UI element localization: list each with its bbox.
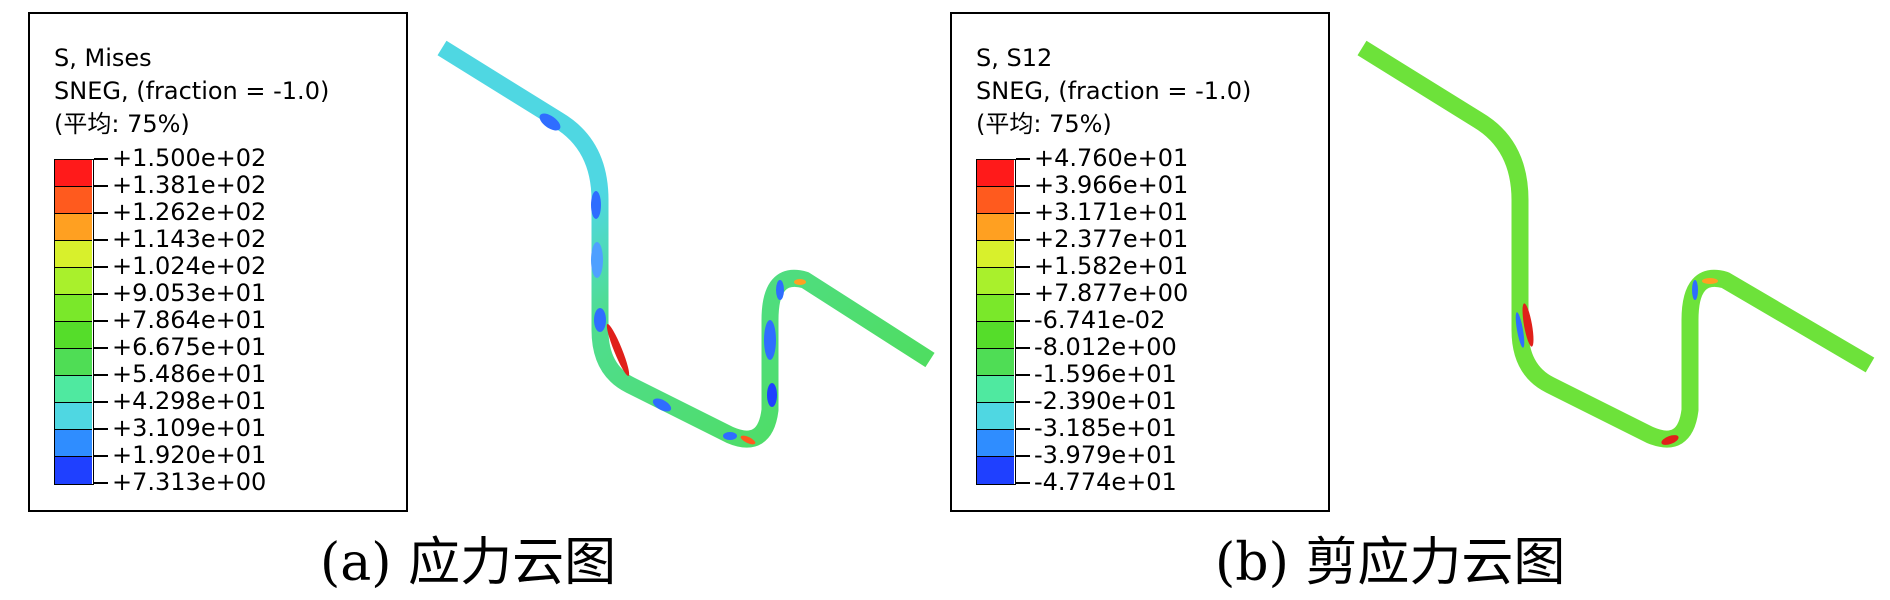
- legend-average: (平均: 75%): [54, 110, 190, 138]
- low-stress-patch: [652, 398, 672, 412]
- legend-swatch: [977, 268, 1014, 295]
- legend-title: S, Mises: [54, 44, 152, 72]
- tick-label: -6.741e-02: [1016, 307, 1188, 334]
- legend-swatch: [977, 322, 1014, 349]
- legend-subtitle: SNEG, (fraction = -1.0): [54, 77, 330, 105]
- legend-swatch: [977, 214, 1014, 241]
- tick-label: -2.390e+01: [1016, 388, 1188, 415]
- legend-mises: S, Mises SNEG, (fraction = -1.0) (平均: 75%)…: [28, 12, 408, 512]
- legend-swatch: [977, 187, 1014, 214]
- tick-label: +3.109e+01: [94, 415, 266, 442]
- tick-label: +3.171e+01: [1016, 199, 1188, 226]
- low-stress-patch: [539, 113, 561, 131]
- high-stress-hotspot: [740, 435, 756, 445]
- low-stress-patch: [723, 432, 737, 440]
- caption-stress: (a) 应力云图: [320, 533, 617, 593]
- high-stress-hotspot: [606, 323, 630, 377]
- tick-label: +4.760e+01: [1016, 145, 1188, 172]
- tick-label: +7.313e+00: [94, 469, 266, 496]
- legend-swatch: [977, 295, 1014, 322]
- tick-label: +3.966e+01: [1016, 172, 1188, 199]
- tick-label: +1.500e+02: [94, 145, 266, 172]
- low-stress-patch: [764, 320, 776, 360]
- s12-contour-image: [1357, 40, 1875, 448]
- legend-swatch: [55, 376, 92, 403]
- color-bar: [54, 159, 94, 485]
- pipe-shape: [437, 40, 935, 448]
- legend-swatch: [55, 322, 92, 349]
- low-stress-patch: [767, 383, 777, 407]
- legend-swatch: [55, 295, 92, 322]
- high-stress-hotspot: [794, 279, 806, 285]
- tick-label: +1.381e+02: [94, 172, 266, 199]
- tick-label: -4.774e+01: [1016, 469, 1188, 496]
- tick-label: +1.262e+02: [94, 199, 266, 226]
- tick-label: +1.024e+02: [94, 253, 266, 280]
- tick-label: -1.596e+01: [1016, 361, 1188, 388]
- legend-subtitle: SNEG, (fraction = -1.0): [976, 77, 1252, 105]
- tick-label: -3.979e+01: [1016, 442, 1188, 469]
- legend-swatch: [977, 403, 1014, 430]
- legend-swatch: [55, 457, 92, 484]
- legend-swatch: [977, 160, 1014, 187]
- tick-label: -8.012e+00: [1016, 334, 1188, 361]
- tick-label: +1.920e+01: [94, 442, 266, 469]
- legend-swatch: [55, 160, 92, 187]
- legend-average: (平均: 75%): [976, 110, 1112, 138]
- low-stress-patch: [591, 242, 603, 278]
- shear-hotspot: [1515, 312, 1525, 348]
- tick-label: +9.053e+01: [94, 280, 266, 307]
- tick-label: +1.143e+02: [94, 226, 266, 253]
- caption-shear: (b) 剪应力云图: [1215, 533, 1566, 593]
- legend-swatch: [55, 187, 92, 214]
- tick-label: -3.185e+01: [1016, 415, 1188, 442]
- tick-labels: +4.760e+01 +3.966e+01 +3.171e+01 +2.377e+01…: [1016, 145, 1188, 496]
- legend-swatch: [55, 241, 92, 268]
- legend-swatch: [977, 430, 1014, 457]
- legend-swatch: [55, 268, 92, 295]
- legend-swatch: [55, 430, 92, 457]
- legend-s12: S, S12 SNEG, (fraction = -1.0) (平均: 75%) +…: [950, 12, 1330, 512]
- shear-hotspot: [1522, 303, 1534, 347]
- tick-label: +5.486e+01: [94, 361, 266, 388]
- legend-swatch: [977, 457, 1014, 484]
- legend-header: S, S12 SNEG, (fraction = -1.0) (平均: 75%): [976, 42, 1251, 141]
- shear-hotspot: [1692, 280, 1698, 300]
- low-stress-patch: [776, 280, 784, 300]
- legend-swatch: [55, 214, 92, 241]
- low-stress-patch: [591, 191, 601, 219]
- tick-label: +2.377e+01: [1016, 226, 1188, 253]
- low-stress-patch: [594, 308, 606, 332]
- legend-swatch: [977, 241, 1014, 268]
- shear-hotspot: [1661, 435, 1679, 445]
- tick-label: +7.877e+00: [1016, 280, 1188, 307]
- tick-labels: +1.500e+02 +1.381e+02 +1.262e+02 +1.143e+02…: [94, 145, 266, 496]
- legend-swatch: [55, 349, 92, 376]
- legend-swatch: [977, 376, 1014, 403]
- legend-header: S, Mises SNEG, (fraction = -1.0) (平均: 75%): [54, 42, 329, 141]
- tick-label: +4.298e+01: [94, 388, 266, 415]
- color-bar: [976, 159, 1016, 485]
- tick-label: +1.582e+01: [1016, 253, 1188, 280]
- tick-label: +6.675e+01: [94, 334, 266, 361]
- legend-swatch: [55, 403, 92, 430]
- shear-hotspot: [1702, 278, 1718, 284]
- pipe-shape: [1357, 40, 1875, 448]
- mises-contour-image: [437, 40, 935, 448]
- legend-swatch: [977, 349, 1014, 376]
- legend-title: S, S12: [976, 44, 1053, 72]
- tick-label: +7.864e+01: [94, 307, 266, 334]
